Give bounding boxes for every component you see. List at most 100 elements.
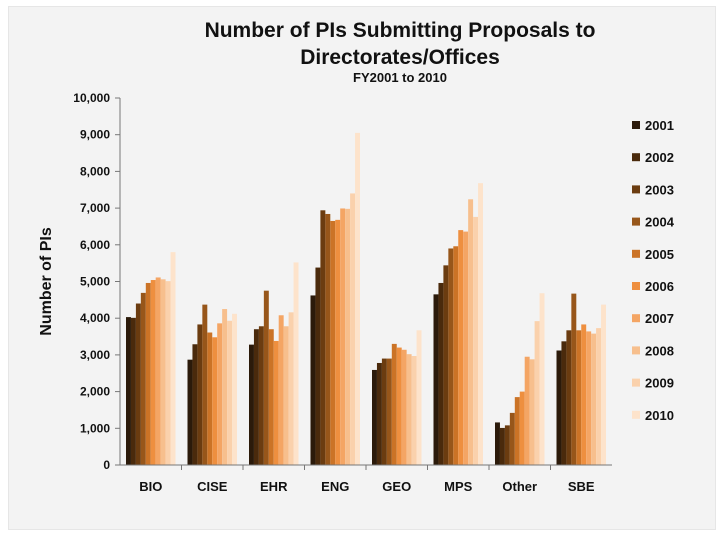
y-axis-ticks: 0 1,000 2,000 3,000 4,000 5,000 6,000 7,000 8,00… <box>73 91 120 472</box>
y-tick-label: 9,000 <box>80 128 110 142</box>
y-tick-label: 7,000 <box>80 201 110 215</box>
legend-swatch-2006 <box>632 282 640 290</box>
y-tick-label: 2,000 <box>80 385 110 399</box>
bar-eng-2004 <box>325 213 331 465</box>
bar-ehr-2001 <box>249 344 254 465</box>
bar-eng-2001 <box>310 295 316 465</box>
bar-bio-2003 <box>135 303 141 465</box>
bar-other-2001 <box>495 422 500 465</box>
bar-other-2006 <box>519 391 525 465</box>
bar-mps-2002 <box>438 282 444 465</box>
bar-sbe-2004 <box>571 293 577 465</box>
y-tick-label: 5,000 <box>80 275 110 289</box>
bar-other-2007 <box>524 356 530 465</box>
legend-label-2005: 2005 <box>645 247 674 262</box>
chart-subtitle: FY2001 to 2010 <box>353 70 447 85</box>
x-tick-label: BIO <box>139 479 162 494</box>
legend-label-2002: 2002 <box>645 150 674 165</box>
x-tick-label: SBE <box>568 479 595 494</box>
bar-geo-2008 <box>406 354 412 465</box>
bar-cise-2007 <box>217 323 223 465</box>
legend-swatch-2007 <box>632 314 640 323</box>
bar-other-2008 <box>529 359 535 465</box>
legend-swatch-2010 <box>632 410 640 419</box>
bar-ehr-2009 <box>288 312 294 465</box>
bar-geo-2004 <box>386 358 392 465</box>
bar-mps-2006 <box>458 230 464 465</box>
bar-cise-2004 <box>202 304 208 465</box>
bar-cise-2009 <box>227 320 233 465</box>
bar-bio-2002 <box>130 317 136 465</box>
legend-swatch-2008 <box>632 346 640 355</box>
bar-ehr-2010 <box>293 262 299 465</box>
bar-mps-2010 <box>478 183 483 466</box>
bar-geo-2001 <box>372 369 377 465</box>
y-tick-label: 0 <box>103 458 110 472</box>
y-tick-label: 3,000 <box>80 348 110 362</box>
bar-geo-2010 <box>416 330 422 465</box>
legend-label-2004: 2004 <box>645 215 675 230</box>
x-tick-label: Other <box>502 479 537 494</box>
bar-cise-2010 <box>232 313 237 465</box>
bar-other-2002 <box>499 427 505 465</box>
bar-ehr-2006 <box>273 340 279 465</box>
bar-cise-2002 <box>192 344 198 465</box>
bar-geo-2007 <box>401 349 407 465</box>
bar-sbe-2010 <box>601 304 606 465</box>
x-tick-label: MPS <box>444 479 473 494</box>
x-tick-label: CISE <box>197 479 228 494</box>
bar-other-2009 <box>534 321 540 465</box>
legend-label-2009: 2009 <box>645 376 674 391</box>
bar-bio-2009 <box>165 281 171 465</box>
bar-geo-2003 <box>381 358 387 465</box>
bar-bio-2001 <box>126 317 131 465</box>
bar-other-2005 <box>514 397 520 465</box>
bar-eng-2006 <box>335 219 341 465</box>
legend-swatch-2004 <box>632 217 640 226</box>
legend-label-2010: 2010 <box>645 408 674 423</box>
bar-geo-2009 <box>411 356 417 465</box>
bar-ehr-2005 <box>268 329 274 465</box>
y-tick-label: 4,000 <box>80 311 110 325</box>
bar-mps-2003 <box>443 265 449 465</box>
y-axis-label: Number of PIs <box>38 227 55 336</box>
bars-group <box>126 132 606 466</box>
bar-other-2003 <box>504 425 510 465</box>
bar-cise-2003 <box>197 324 203 465</box>
bar-eng-2010 <box>355 132 360 466</box>
bar-ehr-2008 <box>283 326 289 465</box>
bar-sbe-2001 <box>556 350 562 465</box>
bar-mps-2005 <box>453 246 459 465</box>
bar-sbe-2005 <box>576 330 582 465</box>
legend-swatch-2001 <box>632 121 640 129</box>
bar-other-2010 <box>539 293 545 465</box>
bar-eng-2007 <box>340 208 346 466</box>
legend-label-2001: 2001 <box>645 118 674 133</box>
legend-swatch-2009 <box>632 378 640 387</box>
bar-cise-2005 <box>207 332 213 465</box>
bar-geo-2006 <box>396 347 402 465</box>
bar-mps-2001 <box>433 294 439 465</box>
legend-label-2007: 2007 <box>645 311 674 326</box>
bar-sbe-2006 <box>581 324 587 465</box>
chart-title-line1: Number of PIs Submitting Proposals to <box>204 19 596 42</box>
x-axis-ticks: BIO CISE EHR ENG GEO MPS Other SBE <box>139 465 595 494</box>
bar-bio-2005 <box>145 282 151 465</box>
legend-swatch-2005 <box>632 249 640 258</box>
bar-mps-2009 <box>473 216 479 465</box>
bar-bio-2010 <box>170 252 176 465</box>
legend-label-2003: 2003 <box>645 182 674 197</box>
bar-eng-2009 <box>350 193 356 466</box>
x-tick-label: ENG <box>321 479 349 494</box>
bar-cise-2001 <box>187 359 193 465</box>
bar-eng-2008 <box>345 208 351 466</box>
bar-ehr-2007 <box>278 315 284 465</box>
bar-sbe-2008 <box>591 333 597 465</box>
bar-sbe-2002 <box>561 341 567 465</box>
y-tick-label: 10,000 <box>73 91 110 105</box>
bar-sbe-2009 <box>596 328 602 465</box>
legend-label-2008: 2008 <box>645 343 674 358</box>
bar-bio-2006 <box>150 280 156 465</box>
